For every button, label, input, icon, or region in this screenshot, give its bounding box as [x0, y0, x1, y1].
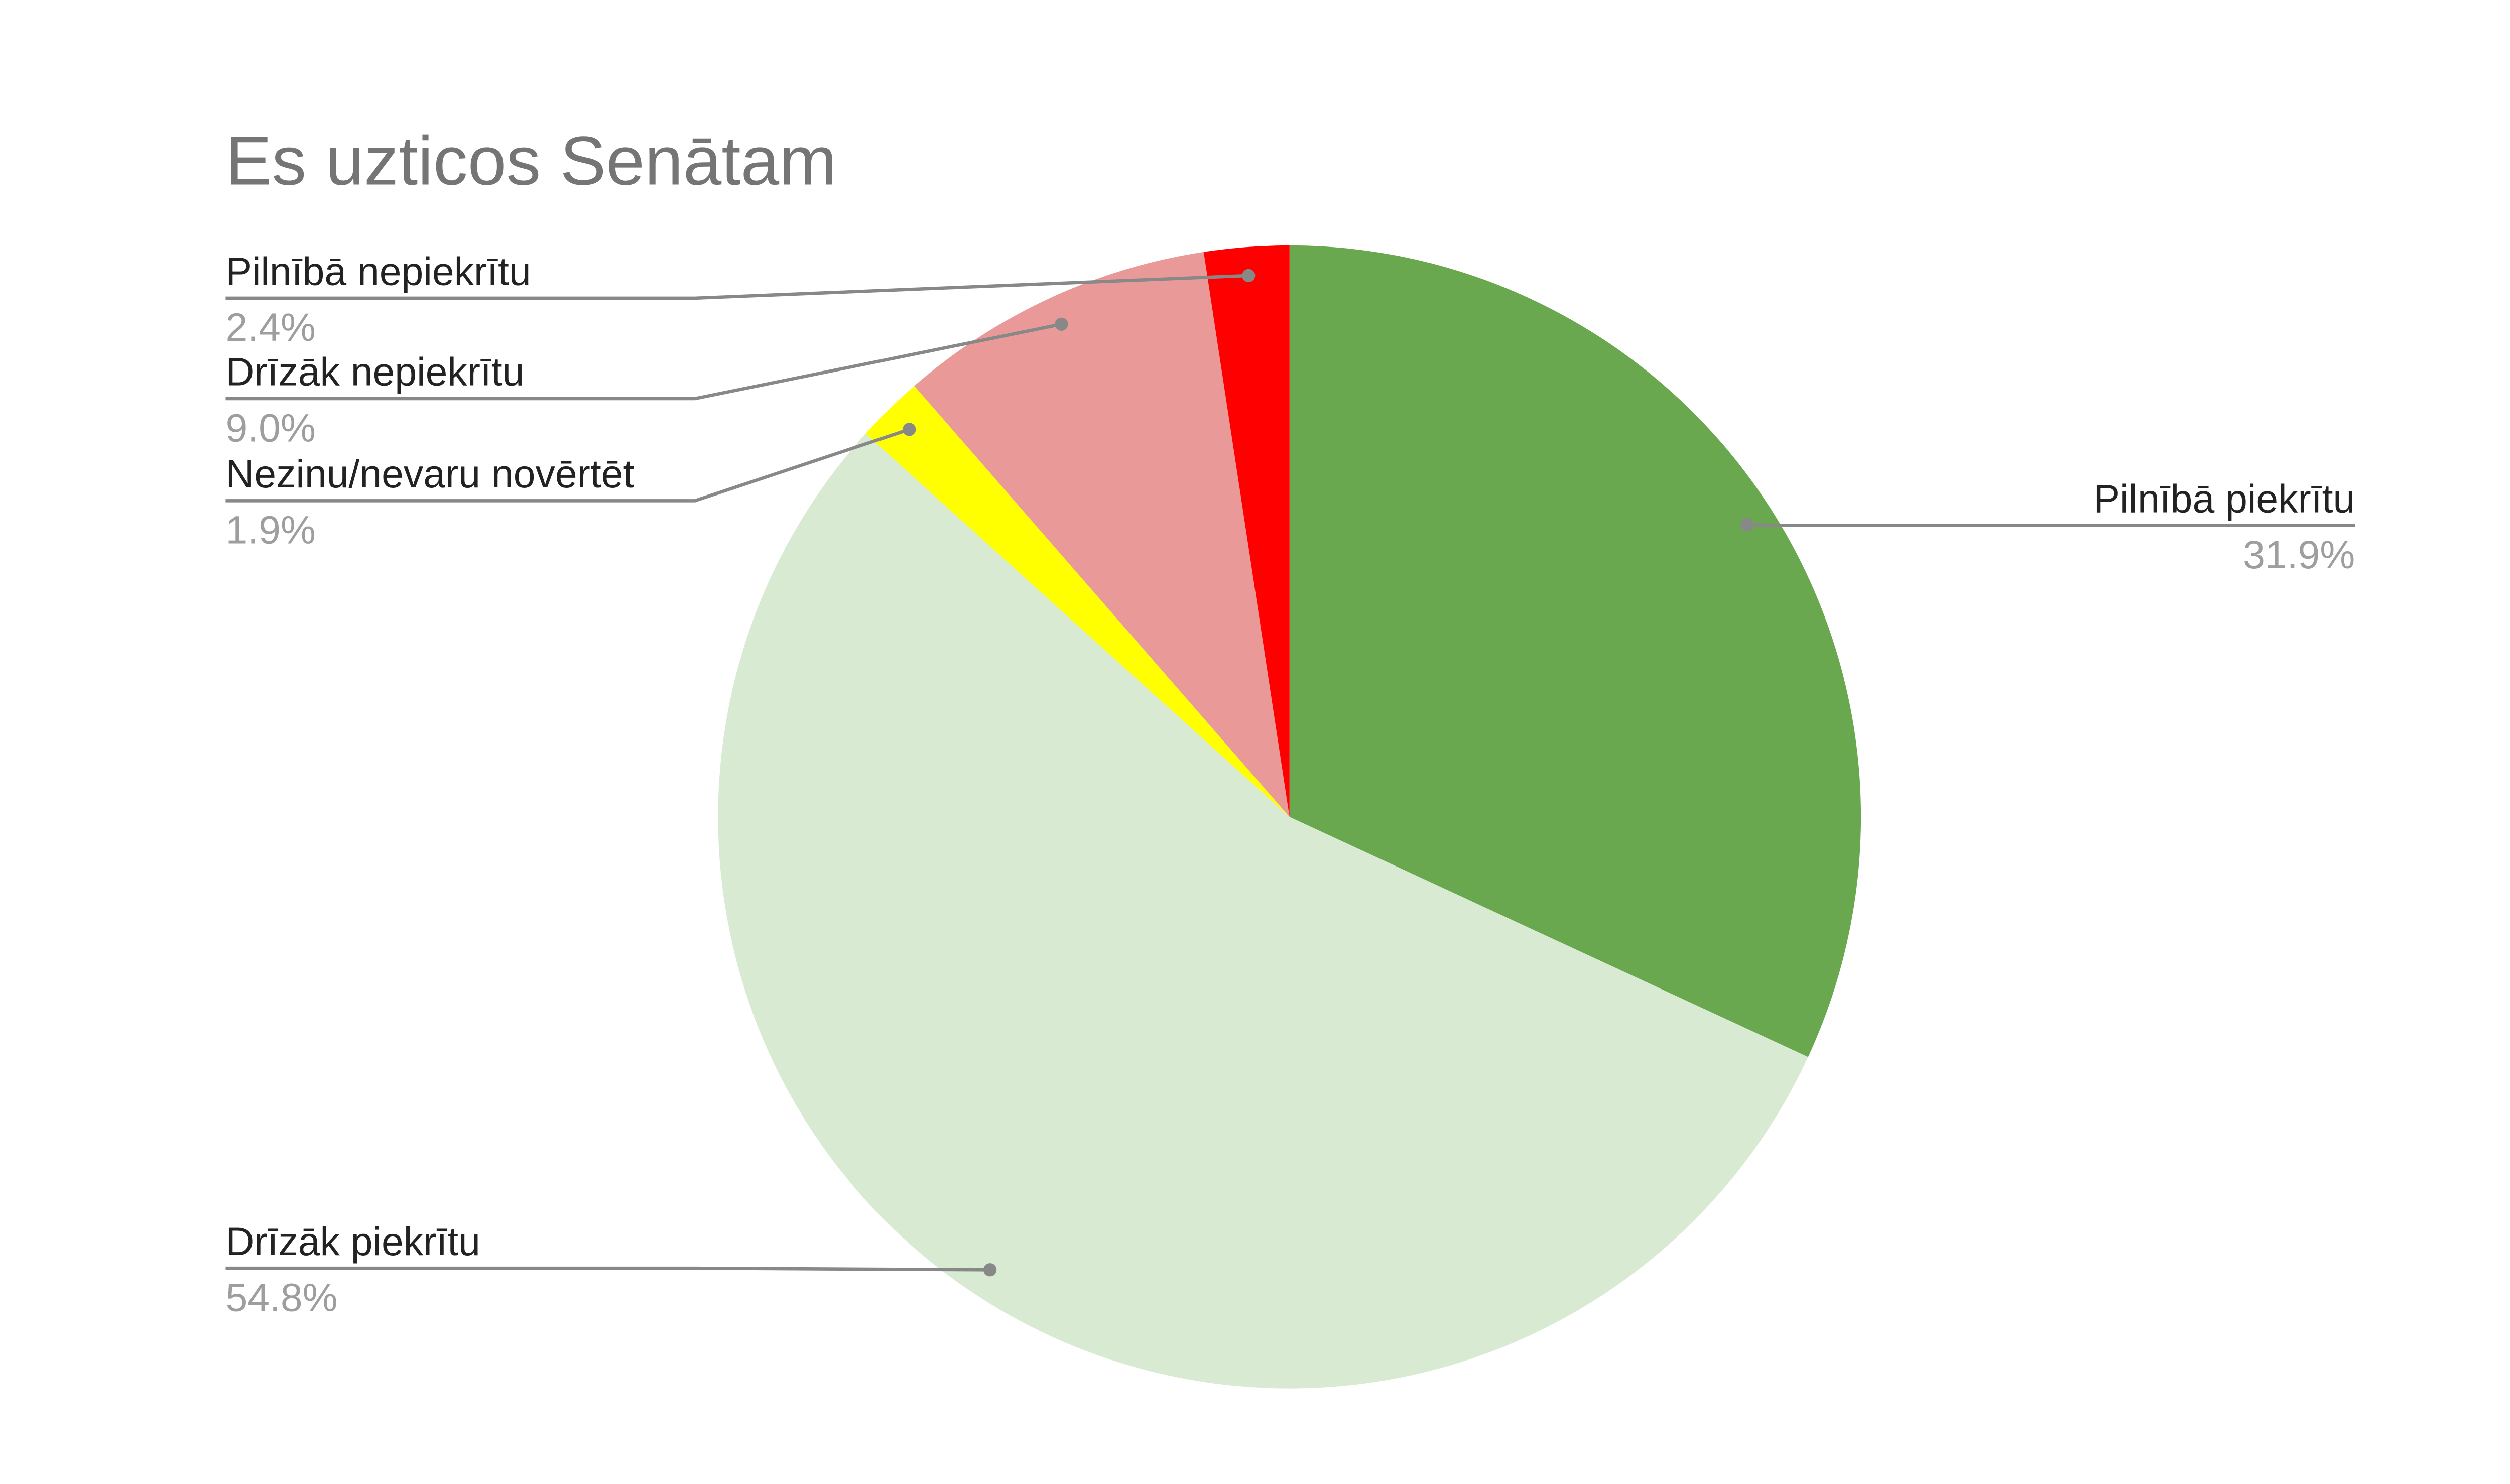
slice-value-label: 31.9% — [2243, 533, 2355, 577]
slice-label: Drīzāk nepiekrītu — [225, 350, 524, 394]
leader-line — [225, 1266, 990, 1272]
leader-dot — [903, 423, 916, 436]
slice-label: Pilnībā nepiekrītu — [225, 250, 531, 294]
leader-dot — [1740, 518, 1754, 532]
pie-slice — [914, 252, 1290, 817]
slice-label: Nezinu/nevaru novērtēt — [225, 452, 634, 496]
slice-value-label: 54.8% — [225, 1275, 337, 1319]
leader-line — [225, 274, 1249, 300]
slice-value-label: 2.4% — [225, 305, 315, 349]
slice-value-label: 1.9% — [225, 508, 315, 552]
leader-dot — [983, 1263, 997, 1277]
leader-line — [1746, 523, 2355, 527]
leader-line — [225, 322, 1062, 401]
slice-value-label: 9.0% — [225, 406, 315, 450]
leader-line — [225, 428, 910, 503]
slice-label: Drīzāk piekrītu — [225, 1219, 480, 1264]
pie-slice — [1289, 245, 1861, 1057]
slice-label: Pilnībā piekrītu — [2094, 476, 2355, 521]
chart-title: Es uzticos Senātam — [225, 122, 837, 200]
pie-slice — [1203, 245, 1290, 817]
pie-slice — [865, 386, 1290, 817]
pie-slice — [718, 433, 1808, 1389]
leader-dot — [1242, 269, 1256, 283]
leader-dot — [1055, 317, 1068, 331]
